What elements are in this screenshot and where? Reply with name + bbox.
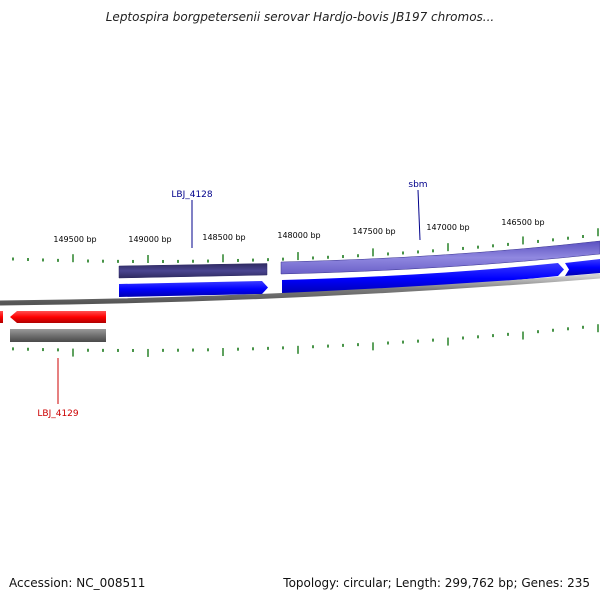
tick-label-147000: 147000 bp xyxy=(426,223,469,232)
gene-feature-lbj4129[interactable] xyxy=(10,329,106,342)
tick-label-148500: 148500 bp xyxy=(202,233,245,242)
inner-tick-ring xyxy=(12,324,599,357)
tick-label-149500: 149500 bp xyxy=(53,235,96,244)
topology-stats: Topology: circular; Length: 299,762 bp; … xyxy=(283,576,590,590)
chromosome-backbone xyxy=(0,273,600,306)
accession-label: Accession: NC_008511 xyxy=(9,576,146,590)
cds-arrow-lbj4128[interactable] xyxy=(119,281,268,297)
gene-feature-lbj4128[interactable] xyxy=(118,263,268,279)
gene-label-lbj4128: LBJ_4128 xyxy=(171,190,213,200)
callout-line-sbm xyxy=(417,189,421,241)
tick-label-147500: 147500 bp xyxy=(352,227,395,236)
cds-arrow-edge[interactable] xyxy=(0,311,3,323)
gene-label-sbm: sbm xyxy=(408,180,427,190)
tick-label-146500: 146500 bp xyxy=(501,218,544,227)
gene-feature-sbm[interactable] xyxy=(280,240,600,275)
cds-arrow-lbj4129[interactable] xyxy=(10,311,106,323)
tick-label-148000: 148000 bp xyxy=(277,231,320,240)
outer-tick-ring xyxy=(12,228,599,263)
cds-arrow-sbm[interactable] xyxy=(282,263,564,294)
gene-label-lbj4129: LBJ_4129 xyxy=(37,409,79,419)
map-title: Leptospira borgpetersenii serovar Hardjo… xyxy=(105,10,495,24)
tick-label-149000: 149000 bp xyxy=(128,235,171,244)
cds-arrow-next[interactable] xyxy=(565,259,600,276)
